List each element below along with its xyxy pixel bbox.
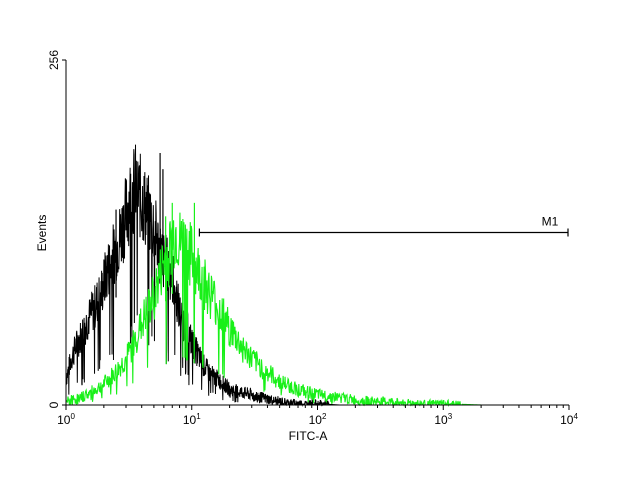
ticks-layer: 100 101 102 103 104 0 256	[47, 50, 578, 427]
y-tick-label: 0	[47, 401, 61, 408]
x-tick-label: 104	[560, 412, 578, 427]
y-tick-label: 256	[47, 50, 61, 70]
series-0	[65, 144, 356, 407]
x-tick-label: 100	[57, 412, 75, 427]
x-axis-label: FITC-A	[289, 429, 328, 443]
y-axis-label: Events	[35, 215, 49, 252]
x-tick-label: 102	[309, 412, 327, 427]
series-layer	[65, 144, 569, 408]
series-line	[65, 212, 569, 408]
gate-m1-label: M1	[542, 215, 559, 229]
x-tick-label: 103	[434, 412, 452, 427]
x-tick-label: 101	[183, 412, 201, 427]
series-line	[65, 144, 356, 407]
gate-layer: M1	[198, 215, 569, 237]
series-1	[65, 202, 569, 408]
